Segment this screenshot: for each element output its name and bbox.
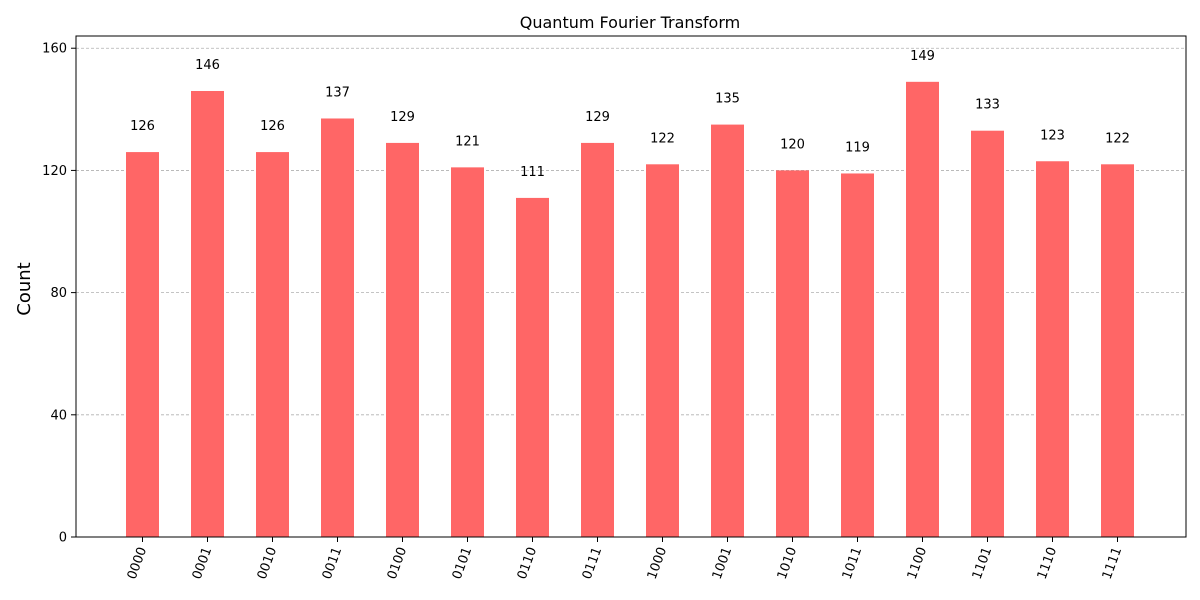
bar-1000 [646, 164, 679, 537]
bar-0010 [256, 152, 289, 537]
x-tick-label-1111: 1111 [1100, 545, 1125, 581]
gridlines [76, 47, 1186, 416]
x-tick-label-1000: 1000 [645, 545, 670, 581]
data-label-0001: 146 [195, 58, 220, 73]
bar-1010 [776, 170, 809, 538]
data-label-0000: 126 [130, 119, 155, 134]
data-label-1010: 120 [780, 137, 805, 152]
data-label-1100: 149 [910, 49, 935, 64]
x-tick-label-0011: 0011 [320, 545, 345, 581]
data-label-1111: 122 [1105, 131, 1130, 146]
plot-area-frame [75, 35, 1187, 538]
x-tick-label-1101: 1101 [970, 545, 995, 581]
data-label-1011: 119 [845, 140, 870, 155]
x-tick-label-0111: 0111 [580, 545, 605, 581]
y-axis-label: Count [14, 262, 35, 315]
x-tick-label-0101: 0101 [450, 545, 475, 581]
x-tick-label-0100: 0100 [385, 545, 410, 581]
bar-0011 [321, 118, 354, 538]
y-tick-label: 0 [59, 531, 67, 546]
data-label-0011: 137 [325, 85, 350, 100]
bar-0000 [126, 152, 159, 537]
data-label-0101: 121 [455, 134, 480, 149]
bar-1111 [1101, 164, 1134, 537]
x-axis-ticks: 0000 0001 0010 0011 0100 0101 0110 0111 1000 1001… [125, 537, 1125, 581]
data-labels: 126 146 126 137 129 121 111 129 122 135 120 119 149 1… [130, 49, 1130, 180]
x-tick-label-1011: 1011 [840, 545, 865, 581]
y-tick-label: 40 [50, 408, 67, 423]
data-label-1110: 123 [1040, 128, 1065, 143]
bar-0111 [581, 142, 614, 538]
data-label-0111: 129 [585, 110, 610, 125]
bar-0100 [386, 142, 419, 538]
bar-0110 [516, 197, 549, 537]
bar-0101 [451, 167, 484, 538]
x-tick-label-1010: 1010 [775, 545, 800, 581]
bar-1011 [841, 173, 874, 537]
data-label-1001: 135 [715, 92, 740, 107]
chart-title: Quantum Fourier Transform [520, 13, 740, 32]
bar-1101 [971, 130, 1004, 537]
data-label-0100: 129 [390, 110, 415, 125]
bars [126, 81, 1134, 538]
x-tick-label-1100: 1100 [905, 545, 930, 581]
x-tick-label-0001: 0001 [190, 545, 215, 581]
y-tick-label: 120 [42, 164, 67, 179]
y-tick-label: 80 [50, 286, 67, 301]
data-label-0110: 111 [520, 165, 545, 180]
data-label-1101: 133 [975, 98, 1000, 113]
x-tick-label-0110: 0110 [515, 545, 540, 581]
data-label-1000: 122 [650, 131, 675, 146]
bar-0001 [191, 90, 224, 538]
x-tick-label-0010: 0010 [255, 545, 280, 581]
x-tick-label-1110: 1110 [1035, 545, 1060, 581]
data-label-0010: 126 [260, 119, 285, 134]
bar-1110 [1036, 161, 1069, 537]
y-tick-label: 160 [42, 42, 67, 57]
y-axis-ticks: 0 40 80 120 160 [42, 42, 76, 546]
bar-1001 [711, 124, 744, 537]
bar-1100 [906, 81, 939, 537]
x-tick-label-0000: 0000 [125, 545, 150, 581]
x-tick-label-1001: 1001 [710, 545, 735, 581]
